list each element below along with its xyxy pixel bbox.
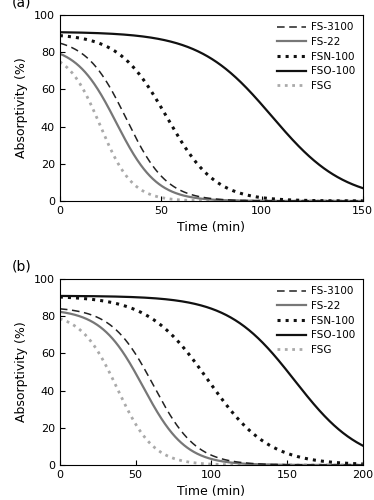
X-axis label: Time (min): Time (min) xyxy=(177,222,245,234)
FSO-100 xyxy=(58,29,62,35)
FSG xyxy=(236,198,240,204)
FSN-100 xyxy=(135,308,140,314)
FS-22 xyxy=(260,462,264,468)
Y-axis label: Absorptivity (%): Absorptivity (%) xyxy=(15,58,28,158)
Text: (b): (b) xyxy=(11,260,31,274)
FSO-100 xyxy=(286,369,290,375)
Line: FSN-100: FSN-100 xyxy=(60,297,363,464)
X-axis label: Time (min): Time (min) xyxy=(177,486,245,498)
FS-3100 xyxy=(194,444,199,450)
FS-22 xyxy=(135,158,140,164)
FS-22 xyxy=(135,374,140,380)
FSO-100 xyxy=(286,132,290,138)
FSG xyxy=(111,378,116,384)
FSG xyxy=(236,462,240,468)
FSG xyxy=(194,198,199,203)
FSG xyxy=(260,198,264,204)
FSN-100 xyxy=(260,438,264,444)
FSN-100 xyxy=(236,190,240,196)
FSN-100 xyxy=(286,450,290,456)
FSO-100 xyxy=(135,33,140,39)
FSN-100 xyxy=(236,416,240,422)
FSO-100 xyxy=(194,302,199,308)
FSG xyxy=(135,184,140,190)
FS-3100 xyxy=(135,138,140,144)
FSG xyxy=(361,462,365,468)
FSG xyxy=(58,316,62,322)
FSO-100 xyxy=(58,293,62,299)
FSN-100 xyxy=(194,160,199,166)
FSN-100 xyxy=(194,362,199,368)
FS-22 xyxy=(260,198,264,204)
Legend: FS-3100, FS-22, FSN-100, FSO-100, FSG: FS-3100, FS-22, FSN-100, FSO-100, FSG xyxy=(275,284,358,357)
FS-22 xyxy=(111,114,116,120)
FS-3100 xyxy=(111,90,116,96)
FSO-100 xyxy=(361,442,365,448)
Line: FS-22: FS-22 xyxy=(60,54,363,201)
FSN-100 xyxy=(58,32,62,38)
Line: FSG: FSG xyxy=(60,62,363,201)
Legend: FS-3100, FS-22, FSN-100, FSO-100, FSG: FS-3100, FS-22, FSN-100, FSO-100, FSG xyxy=(275,20,358,93)
FSO-100 xyxy=(194,48,199,54)
FSG xyxy=(194,460,199,466)
FS-22 xyxy=(58,309,62,315)
Line: FS-3100: FS-3100 xyxy=(60,309,363,465)
FSN-100 xyxy=(260,194,264,200)
FSO-100 xyxy=(111,294,116,300)
FS-3100 xyxy=(111,324,116,330)
FSO-100 xyxy=(361,185,365,191)
FS-3100 xyxy=(260,198,264,204)
Line: FSO-100: FSO-100 xyxy=(60,32,363,188)
FSG xyxy=(58,59,62,65)
FSG xyxy=(361,198,365,204)
FS-3100 xyxy=(58,40,62,46)
FS-22 xyxy=(236,198,240,203)
FSO-100 xyxy=(260,102,264,108)
FS-3100 xyxy=(58,306,62,312)
FS-3100 xyxy=(286,462,290,468)
FS-22 xyxy=(286,462,290,468)
Y-axis label: Absorptivity (%): Absorptivity (%) xyxy=(15,322,28,422)
FS-3100 xyxy=(361,462,365,468)
Text: (a): (a) xyxy=(11,0,31,10)
FS-3100 xyxy=(236,198,240,203)
FSN-100 xyxy=(111,47,116,53)
FS-22 xyxy=(361,462,365,468)
Line: FSN-100: FSN-100 xyxy=(60,36,363,201)
Line: FS-3100: FS-3100 xyxy=(60,43,363,201)
FSG xyxy=(135,424,140,430)
FSG xyxy=(286,462,290,468)
FSG xyxy=(260,462,264,468)
FS-22 xyxy=(236,460,240,466)
Line: FSG: FSG xyxy=(60,318,363,465)
FS-22 xyxy=(194,195,199,201)
FS-3100 xyxy=(260,461,264,467)
FSN-100 xyxy=(111,300,116,306)
FS-22 xyxy=(286,198,290,204)
FS-22 xyxy=(111,336,116,342)
FS-3100 xyxy=(286,198,290,204)
FS-3100 xyxy=(135,354,140,360)
FS-22 xyxy=(58,50,62,56)
FSN-100 xyxy=(135,69,140,75)
FSO-100 xyxy=(135,294,140,300)
FSN-100 xyxy=(286,197,290,203)
FSN-100 xyxy=(361,198,365,204)
Line: FSO-100: FSO-100 xyxy=(60,296,363,446)
FSO-100 xyxy=(260,339,264,345)
FS-22 xyxy=(194,450,199,456)
FS-3100 xyxy=(236,459,240,465)
FSO-100 xyxy=(236,77,240,83)
FSG xyxy=(286,198,290,204)
FS-3100 xyxy=(361,198,365,204)
FSN-100 xyxy=(58,294,62,300)
FSO-100 xyxy=(236,319,240,325)
Line: FS-22: FS-22 xyxy=(60,312,363,465)
FS-22 xyxy=(361,198,365,204)
FSG xyxy=(111,152,116,158)
FSN-100 xyxy=(361,461,365,467)
FS-3100 xyxy=(194,193,199,199)
FSO-100 xyxy=(111,31,116,37)
